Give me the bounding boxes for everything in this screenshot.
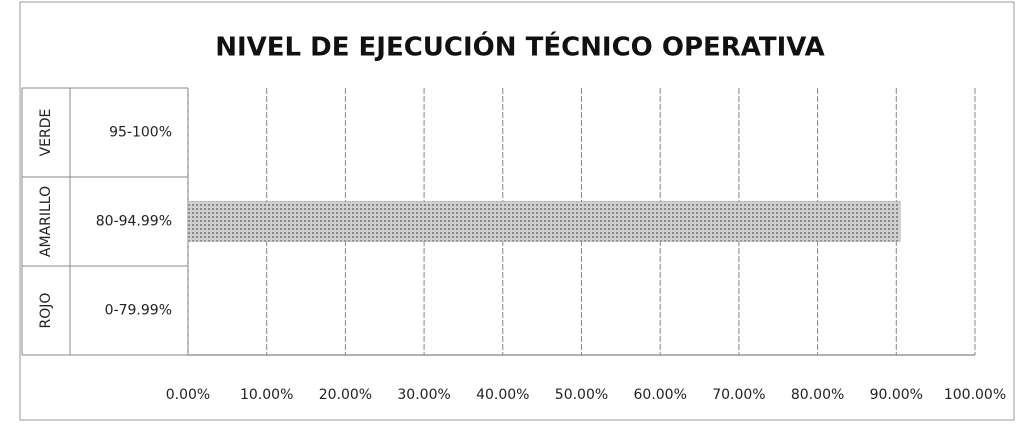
x-tick-label: 0.00% — [166, 387, 210, 403]
x-tick-label: 60.00% — [634, 387, 687, 403]
x-tick-label: 10.00% — [240, 387, 293, 403]
x-tick-label: 100.00% — [944, 387, 1006, 403]
x-tick-label: 80.00% — [791, 387, 844, 403]
x-tick-label: 30.00% — [397, 387, 450, 403]
category-label: 0-79.99% — [105, 303, 172, 319]
x-tick-label: 70.00% — [712, 387, 765, 403]
category-label: 95-100% — [109, 125, 172, 141]
frame — [19, 1, 1015, 421]
x-tick-label: 40.00% — [476, 387, 529, 403]
group-label: VERDE — [38, 109, 54, 157]
bar — [187, 201, 901, 242]
x-tick-label: 50.00% — [555, 387, 608, 403]
chart-title: NIVEL DE EJECUCIÓN TÉCNICO OPERATIVA — [215, 31, 825, 63]
group-label: AMARILLO — [38, 186, 54, 257]
x-tick-label: 90.00% — [870, 387, 923, 403]
x-tick-label: 20.00% — [319, 387, 372, 403]
category-label: 80-94.99% — [96, 214, 172, 230]
group-label: ROJO — [38, 293, 54, 329]
